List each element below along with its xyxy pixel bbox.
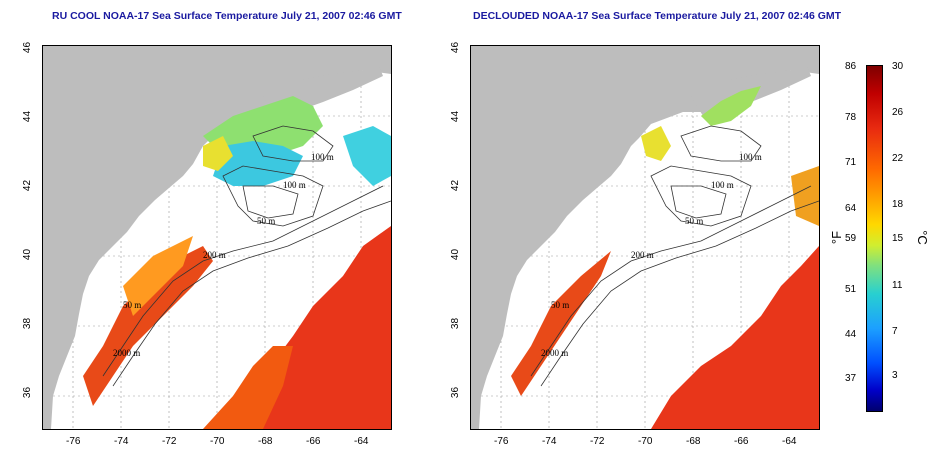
lat-label: 40 xyxy=(22,248,34,261)
land-mass xyxy=(43,46,391,429)
contour-label: 50 m xyxy=(551,300,569,310)
lon-label: -66 xyxy=(306,436,321,447)
colorbar-f-label: 44 xyxy=(845,329,857,340)
sst-shelf-warm xyxy=(511,251,611,396)
unit-celsius: °C xyxy=(914,230,930,245)
sst-map-left-canvas: 100 m 100 m 50 m 200 m 50 m 2000 m xyxy=(43,46,391,429)
colorbar-c-label: 7 xyxy=(892,326,898,337)
lon-label: -68 xyxy=(258,436,273,447)
contour-label: 2000 m xyxy=(113,348,140,358)
sst-warm-region xyxy=(651,246,819,429)
lon-label: -74 xyxy=(114,436,129,447)
contour-label: 100 m xyxy=(711,180,734,190)
sst-gulf-yellow xyxy=(641,126,671,161)
contour-label: 50 m xyxy=(685,216,703,226)
colorbar-f-label: 59 xyxy=(845,233,857,244)
map-title-right: DECLOUDED NOAA-17 Sea Surface Temperatur… xyxy=(473,10,842,22)
lat-label: 38 xyxy=(22,317,34,330)
contour-label: 100 m xyxy=(739,152,762,162)
lat-label: 42 xyxy=(450,179,462,192)
sst-shelf-orange xyxy=(123,236,193,316)
unit-fahrenheit: °F xyxy=(829,230,845,245)
sst-east-orange xyxy=(791,166,819,226)
bathymetry-contours xyxy=(102,125,391,387)
contour-label: 100 m xyxy=(311,152,334,162)
lat-label: 36 xyxy=(22,386,34,399)
lon-label: -64 xyxy=(782,436,797,447)
sst-gulf-maine xyxy=(701,86,761,126)
lat-label: 38 xyxy=(450,317,462,330)
sst-map-right: 100 m 100 m 50 m 200 m 50 m 2000 m xyxy=(470,45,820,430)
lat-label: 42 xyxy=(22,179,34,192)
lat-label: 44 xyxy=(22,110,34,123)
temperature-colorbar xyxy=(866,65,883,412)
colorbar-f-label: 78 xyxy=(845,112,857,123)
map-title-left: RU COOL NOAA-17 Sea Surface Temperature … xyxy=(52,10,402,22)
lon-label: -76 xyxy=(66,436,81,447)
colorbar-c-label: 11 xyxy=(892,280,903,291)
colorbar-c-label: 3 xyxy=(892,370,898,381)
colorbar-f-label: 37 xyxy=(845,373,857,384)
sst-shelf-warm xyxy=(83,246,213,406)
colorbar-f-label: 64 xyxy=(845,203,857,214)
lon-label: -64 xyxy=(354,436,369,447)
colorbar-f-label: 51 xyxy=(845,284,857,295)
lon-label: -66 xyxy=(734,436,749,447)
lat-label: 36 xyxy=(450,386,462,399)
colorbar-f-label: 71 xyxy=(845,157,857,168)
sst-map-left: 100 m 100 m 50 m 200 m 50 m 2000 m xyxy=(42,45,392,430)
lon-label: -72 xyxy=(162,436,177,447)
lon-label: -72 xyxy=(590,436,605,447)
contour-label: 100 m xyxy=(283,180,306,190)
colorbar-c-label: 22 xyxy=(892,153,904,164)
contour-label: 50 m xyxy=(123,300,141,310)
colorbar-c-label: 15 xyxy=(892,233,904,244)
sst-warm-region-2 xyxy=(203,346,293,429)
colorbar-c-label: 18 xyxy=(892,199,904,210)
lat-label: 46 xyxy=(22,41,34,54)
colorbar-f-label: 86 xyxy=(845,61,857,72)
sst-map-right-canvas: 100 m 100 m 50 m 200 m 50 m 2000 m xyxy=(471,46,819,429)
sst-cyan-east xyxy=(343,126,391,186)
lat-label: 44 xyxy=(450,110,462,123)
lon-label: -74 xyxy=(542,436,557,447)
lat-label: 46 xyxy=(450,41,462,54)
colorbar-c-label: 26 xyxy=(892,107,904,118)
contour-label: 50 m xyxy=(257,216,275,226)
contour-label: 200 m xyxy=(631,250,654,260)
land-mass xyxy=(471,46,819,429)
sst-gulf-cyan xyxy=(213,141,303,186)
contour-label: 200 m xyxy=(203,250,226,260)
lon-label: -70 xyxy=(210,436,225,447)
lon-label: -76 xyxy=(494,436,509,447)
lon-label: -68 xyxy=(686,436,701,447)
contour-label: 2000 m xyxy=(541,348,568,358)
colorbar-c-label: 30 xyxy=(892,61,904,72)
lat-label: 40 xyxy=(450,248,462,261)
lon-label: -70 xyxy=(638,436,653,447)
sst-yellow xyxy=(203,136,233,171)
bathymetry-contours xyxy=(530,125,819,387)
